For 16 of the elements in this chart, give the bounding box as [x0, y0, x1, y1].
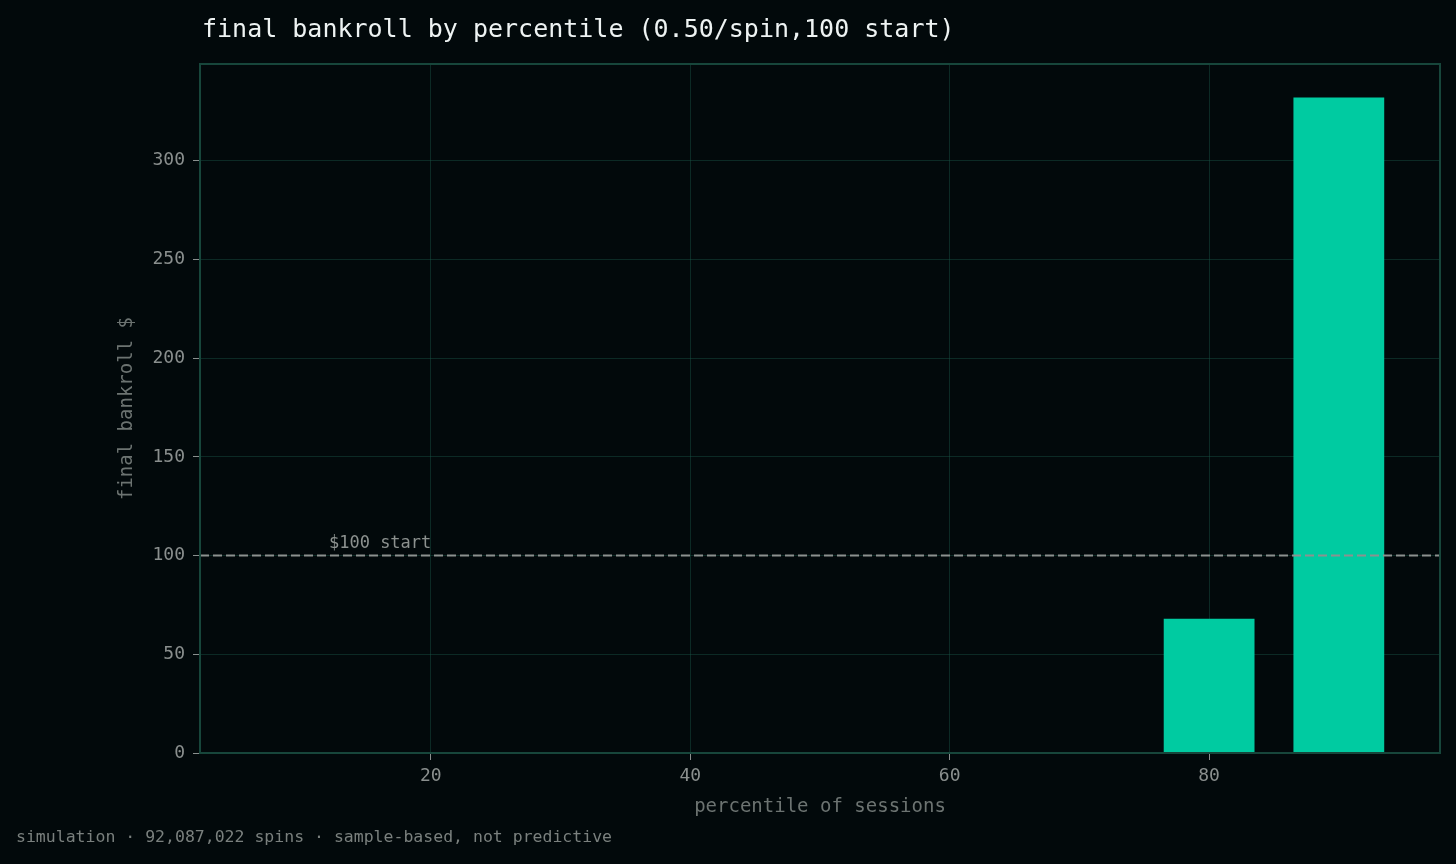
- chart-title: final bankroll by percentile (0.50/spin,100 start): [202, 13, 955, 43]
- y-tick-label: 100: [152, 543, 185, 565]
- x-tick-label: 80: [1198, 764, 1220, 786]
- y-tick-label: 200: [152, 345, 185, 367]
- text: simulation · 92,087,022 spins · sample-based, not predictive: [16, 827, 613, 847]
- y-tick-label: 0: [174, 740, 185, 762]
- x-axis-title: percentile of sessions: [694, 793, 946, 816]
- y-tick-label: 250: [152, 247, 185, 269]
- x-tick-label: 60: [938, 764, 961, 786]
- x-tick-label: 20: [420, 764, 442, 786]
- ref-line-label: $100 start: [328, 531, 432, 552]
- y-tick-label: 50: [163, 641, 185, 663]
- x-tick-label: 40: [679, 764, 702, 786]
- y-tick-label: 150: [152, 444, 185, 466]
- y-tick-label: 300: [152, 148, 185, 170]
- y-axis-title: final bankroll $: [114, 316, 137, 501]
